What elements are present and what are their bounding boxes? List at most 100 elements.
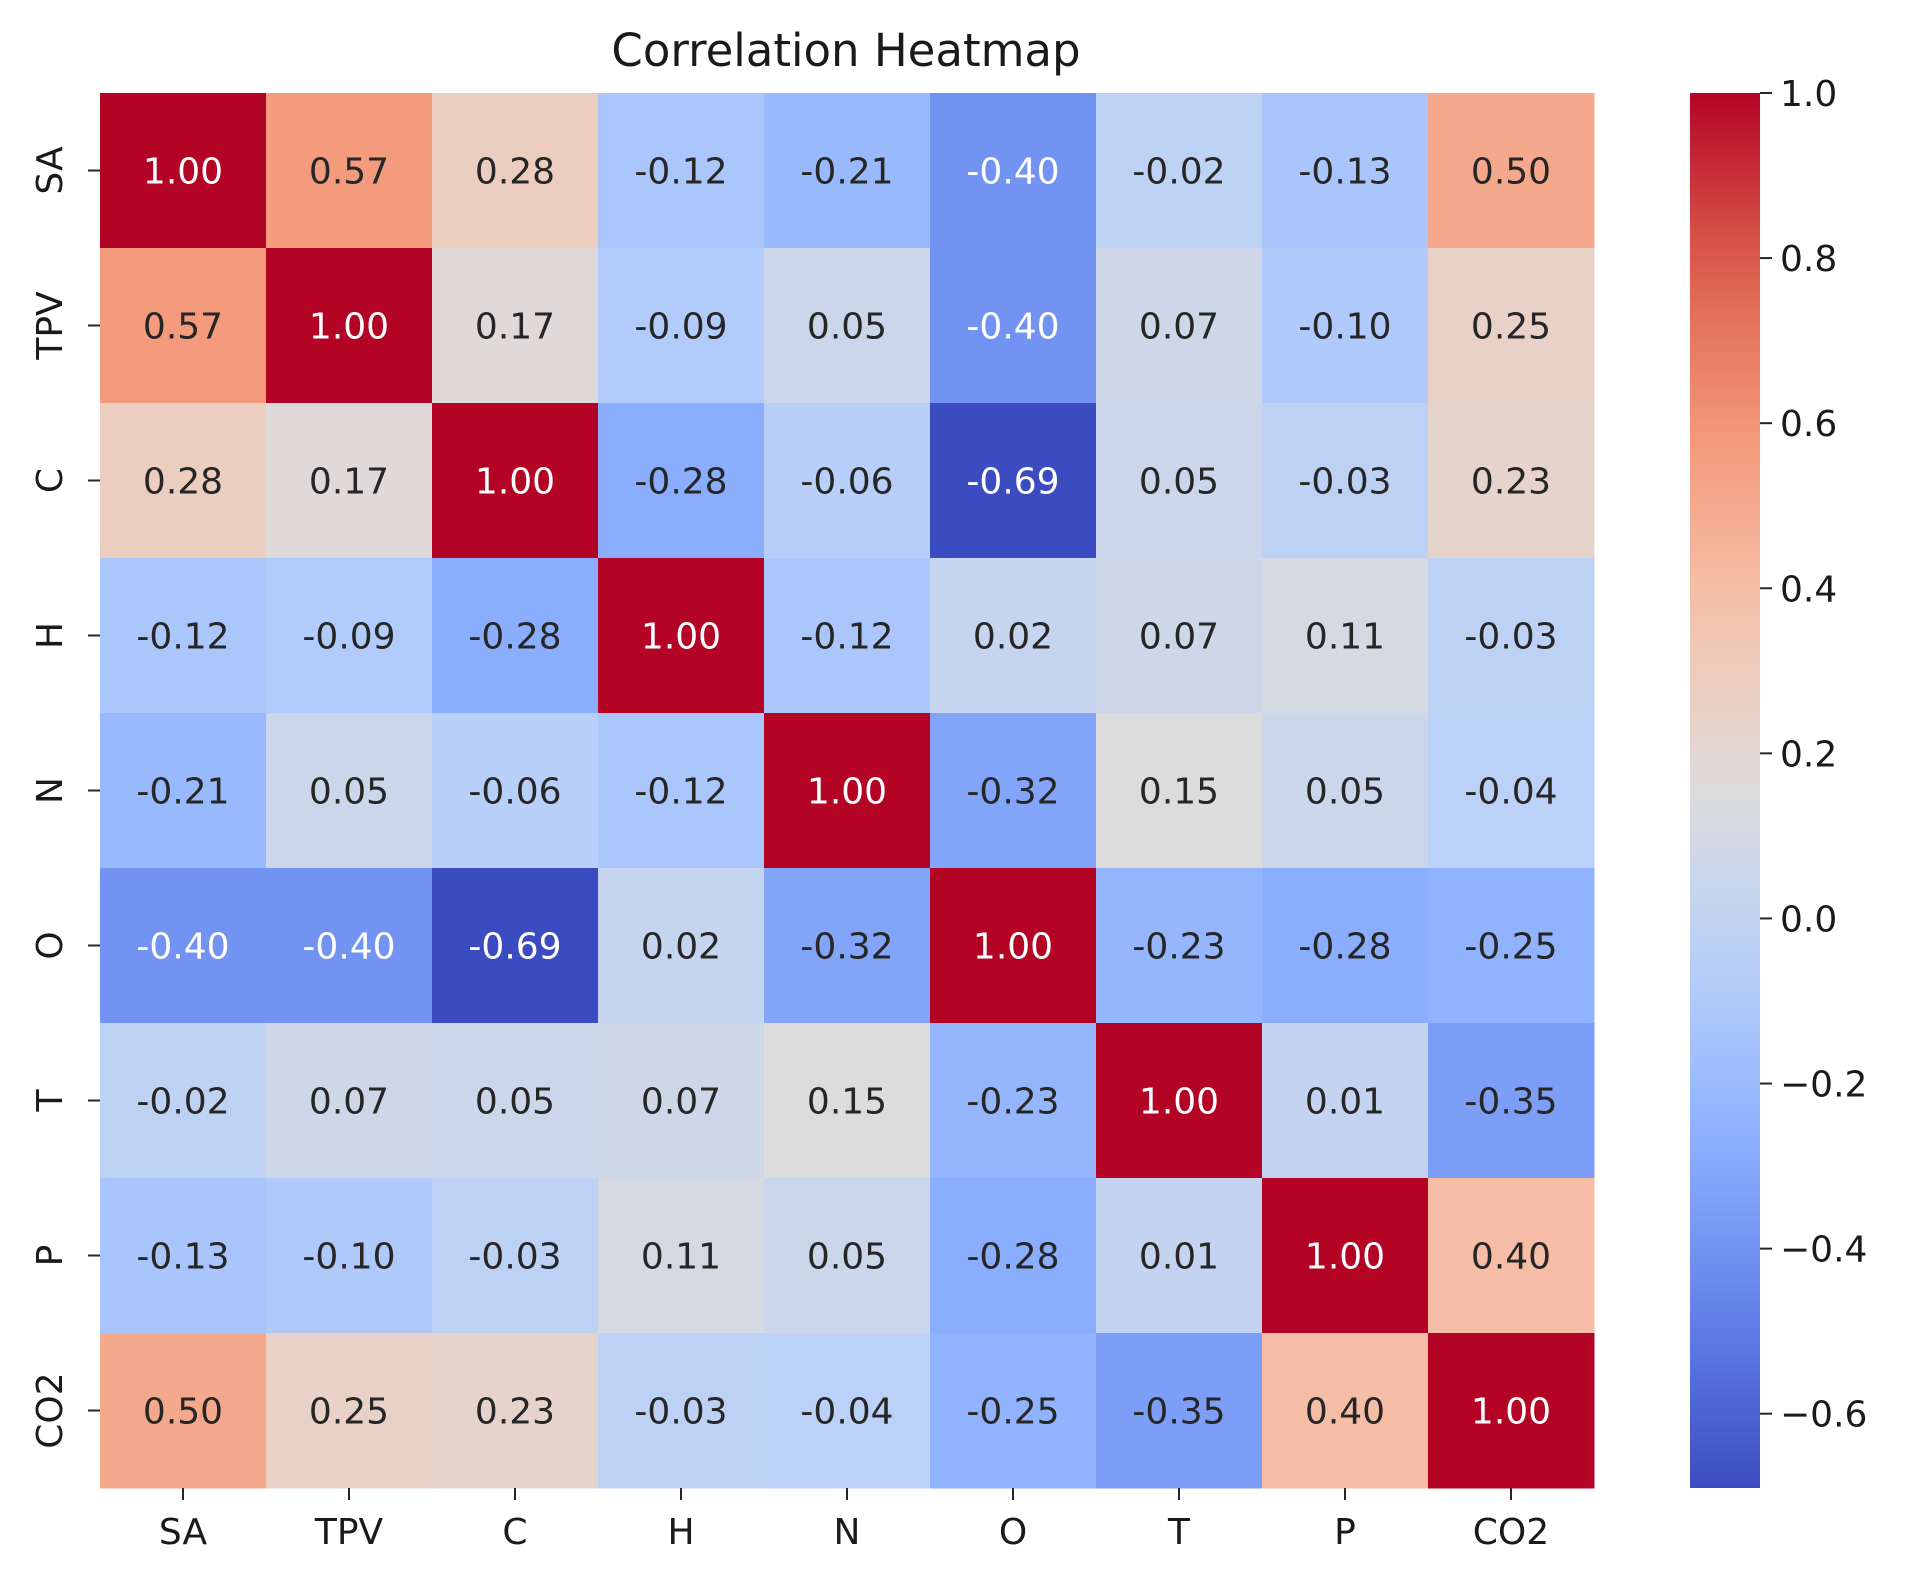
heatmap-cell <box>266 868 433 1024</box>
cell-value-label: 0.07 <box>1139 617 1219 658</box>
heatmap-cell <box>598 868 765 1024</box>
y-tick-label: C <box>30 468 71 493</box>
heatmap-cell <box>432 1333 599 1489</box>
heatmap-cell <box>1428 248 1595 404</box>
cell-value-label: 0.15 <box>1139 772 1219 813</box>
cell-value-label: 0.40 <box>1305 1392 1385 1433</box>
cell-value-label: 0.01 <box>1305 1082 1385 1123</box>
cell-value-label: 0.17 <box>475 307 555 348</box>
cell-value-label: 0.07 <box>1139 307 1219 348</box>
heatmap-cell <box>598 403 765 559</box>
heatmap-cell <box>1096 868 1263 1024</box>
heatmap-cell <box>764 1023 931 1179</box>
y-axis: SA TPV C H N O T P CO2 <box>30 146 100 1449</box>
cell-value-label: -0.25 <box>1464 927 1557 968</box>
heatmap-cell <box>1096 1333 1263 1489</box>
colorbar-tick-label: 0.8 <box>1780 239 1837 280</box>
cell-value-label: -0.10 <box>302 1237 395 1278</box>
heatmap-cell <box>764 1178 931 1334</box>
cell-value-label: -0.28 <box>1298 927 1391 968</box>
heatmap-cell <box>930 1333 1097 1489</box>
y-tick-label: SA <box>30 146 71 195</box>
cell-value-label: -0.21 <box>800 152 893 193</box>
cell-value-label: 0.17 <box>309 462 389 503</box>
heatmap-cell <box>764 1333 931 1489</box>
y-tick-label: CO2 <box>30 1372 71 1448</box>
cell-value-label: 1.00 <box>1139 1082 1219 1123</box>
x-tick-label: H <box>667 1512 694 1553</box>
cell-value-label: -0.23 <box>1132 927 1225 968</box>
cell-value-label: 0.57 <box>309 152 389 193</box>
cell-value-label: -0.28 <box>966 1237 1059 1278</box>
cell-value-label: -0.21 <box>136 772 229 813</box>
heatmap-cell <box>432 1023 599 1179</box>
cell-value-label: 1.00 <box>973 927 1053 968</box>
colorbar-tick-label: 0.0 <box>1780 899 1837 940</box>
cell-value-label: 0.25 <box>309 1392 389 1433</box>
heatmap-cell <box>930 558 1097 714</box>
colorbar-tick-label: 0.2 <box>1780 734 1837 775</box>
heatmap-cell <box>1262 1333 1429 1489</box>
heatmap-cell <box>764 558 931 714</box>
cell-value-label: -0.25 <box>966 1392 1059 1433</box>
heatmap-cell <box>598 1178 765 1334</box>
heatmap-cell <box>1096 713 1263 869</box>
heatmap-cell <box>764 93 931 249</box>
heatmap-cell <box>100 713 267 869</box>
cell-value-label: -0.03 <box>1464 617 1557 658</box>
heatmap-cell <box>1262 558 1429 714</box>
cell-value-label: 0.01 <box>1139 1237 1219 1278</box>
heatmap-cell <box>1262 713 1429 869</box>
heatmap-cell <box>930 403 1097 559</box>
x-tick-label: SA <box>159 1512 208 1553</box>
heatmap-cell <box>1096 403 1263 559</box>
heatmap-cell <box>1428 868 1595 1024</box>
cell-value-label: 0.11 <box>1305 617 1385 658</box>
cell-value-label: 0.07 <box>641 1082 721 1123</box>
cell-value-label: 0.23 <box>475 1392 555 1433</box>
cell-value-label: -0.03 <box>634 1392 727 1433</box>
cell-value-label: 0.05 <box>807 307 887 348</box>
heatmap-cell <box>1428 1333 1595 1489</box>
cell-value-label: -0.06 <box>800 462 893 503</box>
cell-value-label: -0.02 <box>1132 152 1225 193</box>
heatmap-cell <box>930 713 1097 869</box>
cell-value-label: -0.32 <box>800 927 893 968</box>
heatmap-cell <box>598 93 765 249</box>
cell-value-label: -0.04 <box>1464 772 1557 813</box>
x-tick-label: P <box>1334 1512 1356 1553</box>
heatmap-cell <box>1096 558 1263 714</box>
heatmap-cell <box>100 1023 267 1179</box>
heatmap-cell <box>266 1178 433 1334</box>
heatmap-cell <box>764 868 931 1024</box>
heatmap-cell <box>598 1023 765 1179</box>
y-tick-label: H <box>30 622 71 649</box>
heatmap-cell <box>432 403 599 559</box>
cell-value-label: 0.11 <box>641 1237 721 1278</box>
heatmap-cell <box>1428 558 1595 714</box>
cell-value-label: 1.00 <box>143 152 223 193</box>
cell-value-label: 0.50 <box>143 1392 223 1433</box>
cell-value-label: 0.05 <box>309 772 389 813</box>
cell-value-label: -0.12 <box>634 772 727 813</box>
cell-value-label: -0.04 <box>800 1392 893 1433</box>
chart-title: Correlation Heatmap <box>611 24 1080 77</box>
heatmap-cell <box>100 93 267 249</box>
heatmap-cell <box>930 868 1097 1024</box>
cell-value-label: 0.05 <box>1139 462 1219 503</box>
cell-value-label: -0.13 <box>136 1237 229 1278</box>
heatmap-cell <box>100 1333 267 1489</box>
cell-value-label: 1.00 <box>475 462 555 503</box>
heatmap-cell <box>100 1178 267 1334</box>
cell-value-label: -0.09 <box>302 617 395 658</box>
cell-value-label: 1.00 <box>1305 1237 1385 1278</box>
heatmap-cell <box>100 558 267 714</box>
heatmap-cell <box>1428 1023 1595 1179</box>
colorbar-tick-label: 0.4 <box>1780 569 1837 610</box>
cell-value-label: 0.05 <box>807 1237 887 1278</box>
heatmap-cell <box>432 558 599 714</box>
cell-value-label: -0.40 <box>136 927 229 968</box>
x-tick-label: CO2 <box>1473 1512 1549 1553</box>
cell-value-label: -0.40 <box>302 927 395 968</box>
